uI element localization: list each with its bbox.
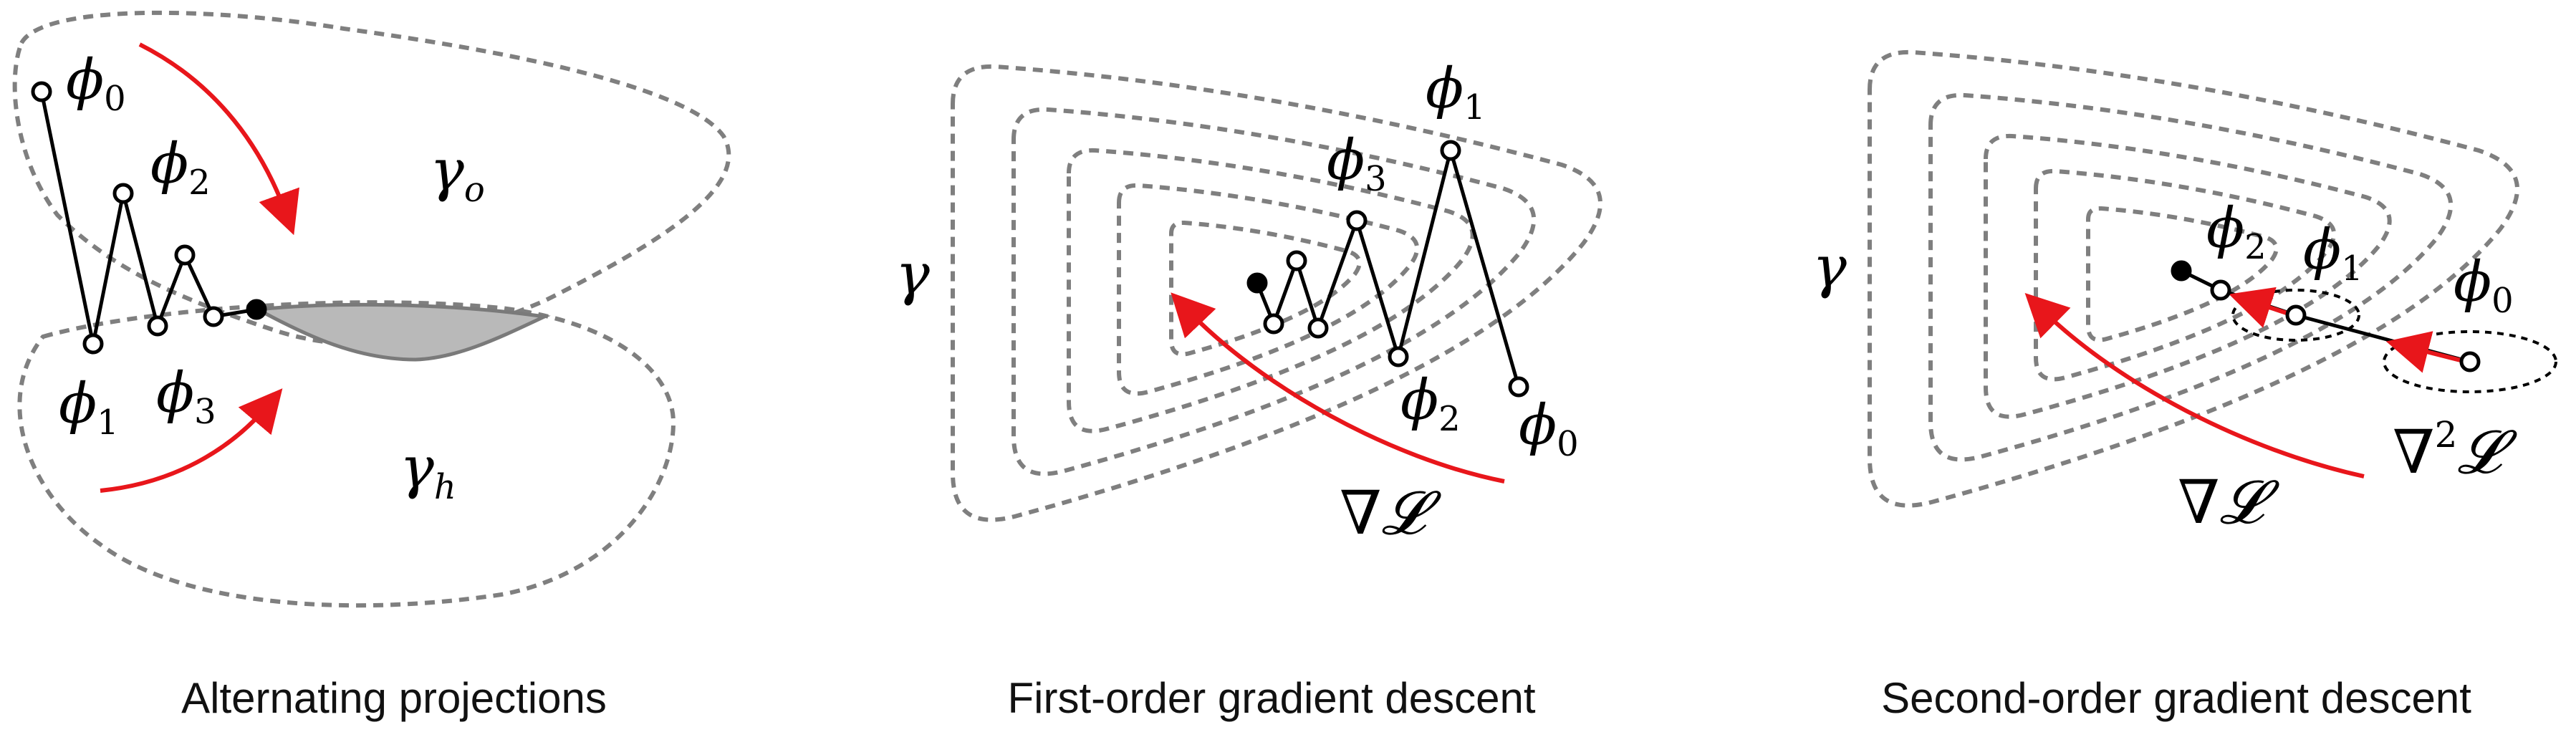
hessian-ellipse-phi0 <box>2383 330 2557 393</box>
set-gamma-o-boundary <box>12 10 731 347</box>
iterate-node <box>174 244 196 266</box>
phi3-label: ϕ3 <box>156 361 216 432</box>
phi2-label: ϕ2 <box>2206 196 2267 267</box>
gradient-arrow <box>2024 292 2365 479</box>
iterate-phi1-node <box>1440 140 1461 161</box>
contour-level-2 <box>1928 92 2454 462</box>
set-gamma-h-boundary <box>17 300 676 608</box>
phi0-label: ϕ0 <box>1519 393 1579 464</box>
loss-contours <box>951 64 1602 522</box>
iterate-phi3-node <box>147 315 168 337</box>
panel-first-order-gradient-descent: ϕ1 ϕ3 ϕ2 ϕ0 γ ∇𝓛 First-order gradient de… <box>860 0 1683 755</box>
gamma-label: γ <box>1812 234 1847 300</box>
iterate-phi0-node <box>31 81 52 102</box>
contour-level-1 <box>951 64 1602 522</box>
final-solution-node <box>246 299 267 320</box>
alternating-projections-diagram: ϕ0 ϕ2 ϕ1 ϕ3 γo γh <box>12 10 731 608</box>
second-order-diagram: ϕ2 ϕ1 ϕ0 γ ∇𝓛 ∇2𝓛 <box>1812 49 2557 537</box>
gradient-label: ∇𝓛 <box>2178 467 2280 537</box>
final-solution-node <box>1246 272 1268 294</box>
projection-arrow-to-gamma-h <box>100 388 283 493</box>
contour-level-5 <box>1169 220 1362 357</box>
contour-level-1 <box>1868 49 2519 508</box>
newton-step-arrow-1 <box>2385 331 2461 373</box>
phi1-label: ϕ1 <box>59 372 119 443</box>
hessian-label: ∇2𝓛 <box>2393 414 2517 487</box>
contour-level-5 <box>2086 206 2279 342</box>
iterate-node <box>1263 313 1284 335</box>
phi1-label: ϕ1 <box>2303 218 2363 289</box>
descent-path <box>1255 143 1521 388</box>
caption-second-order-gradient-descent: Second-order gradient descent <box>1881 674 2471 722</box>
gradient-arrow <box>1171 292 1505 484</box>
gamma-o-label: γo <box>430 137 485 210</box>
final-solution-node <box>2171 260 2192 282</box>
phi0-label: ϕ0 <box>2454 250 2514 321</box>
phi1-label: ϕ1 <box>1426 57 1486 128</box>
iterate-phi2-node <box>1388 346 1409 367</box>
contour-level-3 <box>1067 148 1475 433</box>
iterate-node <box>203 306 224 327</box>
first-order-diagram: ϕ1 ϕ3 ϕ2 ϕ0 γ ∇𝓛 <box>895 57 1602 548</box>
newton-step-arrow-2 <box>2229 287 2287 328</box>
iterate-node <box>1286 250 1307 271</box>
iterate-phi0-node <box>2459 351 2481 372</box>
contour-level-3 <box>1984 133 2392 419</box>
iterate-phi3-node <box>1346 210 1368 231</box>
phi2-label: ϕ2 <box>150 132 211 203</box>
phi3-label: ϕ3 <box>1327 128 1387 199</box>
phi0-label: ϕ0 <box>66 48 126 119</box>
caption-first-order-gradient-descent: First-order gradient descent <box>1007 674 1536 722</box>
contour-level-2 <box>1011 107 1537 476</box>
iterate-phi1-node <box>2285 304 2307 326</box>
gamma-label: γ <box>895 241 930 307</box>
gradient-label: ∇𝓛 <box>1340 478 1442 548</box>
iterate-phi2-node <box>112 183 134 204</box>
iterate-phi1-node <box>82 333 104 355</box>
projection-arrow-to-gamma-o <box>138 42 299 236</box>
phi2-label: ϕ2 <box>1400 368 1461 439</box>
hessian-ellipse-phi1 <box>2231 289 2360 342</box>
caption-alternating-projections: Alternating projections <box>181 674 607 722</box>
panel-alternating-projections: ϕ0 ϕ2 ϕ1 ϕ3 γo γh Alternating projection… <box>0 0 788 755</box>
iterate-phi2-node <box>2210 279 2231 301</box>
contour-level-4 <box>1117 183 1420 396</box>
loss-contours <box>1868 49 2519 508</box>
panel-second-order-gradient-descent: ϕ2 ϕ1 ϕ0 γ ∇𝓛 ∇2𝓛 Second-order gradient … <box>1777 0 2576 755</box>
iterate-node <box>1307 317 1329 339</box>
gamma-h-label: γh <box>400 434 456 507</box>
iterate-phi0-node <box>1508 376 1529 398</box>
intersection-region <box>251 302 551 362</box>
projection-path <box>39 91 257 345</box>
contour-level-4 <box>2034 168 2337 382</box>
